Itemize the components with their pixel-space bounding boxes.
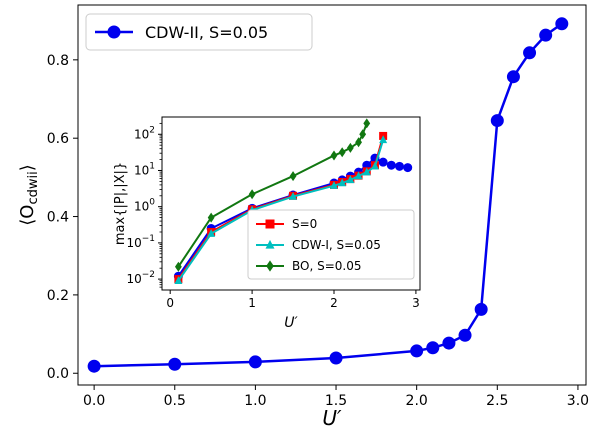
inset-y-tick-label: 101 [134, 161, 155, 177]
inset-data-point [207, 229, 216, 237]
inset-y-tick-exp: 1 [149, 161, 155, 171]
data-point [523, 46, 537, 60]
data-point [168, 357, 182, 371]
inset-legend-marker [265, 239, 275, 249]
y-tick-label: 0.6 [47, 131, 69, 147]
y-tick-label: 0.8 [47, 53, 69, 69]
inset-legend-marker [266, 260, 274, 272]
inset-legend-label: S=0 [292, 217, 317, 231]
legend-label: CDW-II, S=0.05 [145, 23, 268, 42]
inset-y-tick-exp: −1 [142, 234, 155, 244]
inset-y-tick-exp: 0 [149, 198, 155, 208]
inset-y-tick-exp: 2 [149, 125, 155, 135]
inset-y-tick-exp: −2 [142, 270, 155, 280]
inset-data-point [378, 157, 388, 167]
inset-data-point [370, 161, 379, 170]
inset-x-tick-label: 3 [412, 296, 420, 310]
inset-data-point [354, 171, 363, 180]
data-point [458, 328, 472, 342]
x-tick-label: 3.0 [567, 393, 589, 409]
inset-y-axis-label: max{|P|,|X|} [113, 162, 128, 245]
inset-data-point [174, 276, 183, 284]
inset-legend-label: BO, S=0.05 [292, 259, 362, 273]
data-point [410, 344, 424, 358]
data-point [442, 336, 456, 350]
y-tick-label: 0.2 [47, 288, 69, 304]
main-legend: CDW-II, S=0.05 [85, 13, 313, 51]
inset-y-tick-base: 10 [134, 200, 149, 214]
x-tick-label: 0.5 [164, 393, 186, 409]
y-axis-label-close: ⟩ [17, 164, 38, 171]
x-tick-label: 1.5 [325, 393, 347, 409]
x-axis-label: U′ [322, 406, 342, 430]
data-point [329, 351, 343, 365]
inset-data-point [355, 137, 362, 148]
inset-data-point [174, 261, 182, 272]
inset-y-tick-label: 10−1 [126, 234, 155, 250]
inset-y-tick-base: 10 [134, 127, 149, 141]
inset-data-point [379, 135, 388, 144]
inset-x-tick-label: 2 [330, 296, 338, 310]
y-axis-label-sub: cdwii [26, 171, 41, 204]
data-point [490, 114, 504, 128]
inset-legend: S=0 CDW-I, S=0.05 BO, S=0.05 [247, 209, 415, 280]
inset-x-axis-label: U′ [284, 315, 298, 331]
data-point [248, 355, 262, 369]
inset-data-point [359, 129, 367, 140]
inset-data-point [363, 118, 371, 129]
inset-series-line [177, 123, 368, 268]
inset-y-tick-label: 102 [134, 125, 155, 141]
inset-data-point [338, 178, 347, 187]
inset-data-point [403, 163, 413, 173]
data-point [539, 28, 553, 42]
data-point [474, 302, 488, 316]
inset-data-point [362, 167, 371, 176]
inset-y-tick-base: 10 [126, 272, 141, 286]
inset-y-tick-base: 10 [134, 163, 149, 177]
inset-data-point [338, 147, 346, 158]
data-point [426, 341, 440, 355]
inset-x-tick-label: 1 [248, 296, 256, 310]
inset-y-tick-label: 10−2 [126, 270, 155, 286]
inset-data-point [289, 171, 297, 182]
legend-marker [107, 25, 121, 39]
y-axis-label-main: ⟨O [17, 205, 38, 226]
data-point [555, 17, 569, 31]
data-point [506, 70, 520, 84]
y-tick-label: 0.0 [47, 366, 69, 382]
x-tick-label: 1.0 [244, 393, 266, 409]
inset-data-point [330, 150, 338, 161]
main-legend-box [85, 13, 313, 51]
y-axis-label: ⟨Ocdwii⟩ [17, 164, 41, 226]
data-point [87, 359, 101, 373]
inset-data-point [330, 181, 338, 189]
inset-y-tick-label: 100 [134, 198, 155, 214]
inset-data-point [248, 189, 256, 200]
inset-data-point [289, 191, 298, 200]
inset-legend-box [247, 209, 415, 280]
inset-data-point [395, 161, 405, 171]
inset-legend-label: CDW-I, S=0.05 [292, 238, 381, 252]
x-tick-label: 2.0 [406, 393, 428, 409]
inset-data-point [386, 160, 396, 170]
x-tick-label: 0.0 [83, 393, 105, 409]
x-tick-label: 2.5 [486, 393, 508, 409]
inset-data-point [207, 212, 215, 223]
inset-y-tick-base: 10 [126, 236, 141, 250]
y-tick-label: 0.4 [47, 210, 69, 226]
inset-data-point [346, 175, 355, 184]
inset-data-point [346, 142, 354, 153]
inset-x-tick-label: 0 [166, 296, 174, 310]
inset-legend-marker [265, 219, 275, 229]
